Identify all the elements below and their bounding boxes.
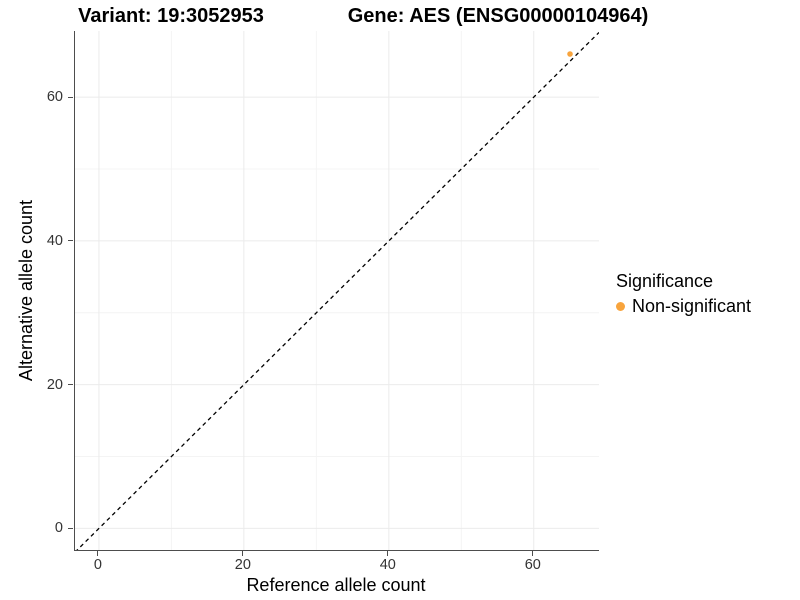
x-axis-tick [97, 551, 99, 556]
y-axis-tick [68, 96, 73, 98]
y-tick-label: 0 [54, 520, 63, 537]
x-axis-tick [387, 551, 389, 556]
data-point [567, 51, 573, 57]
y-axis-tick [68, 384, 73, 386]
x-tick-label: 20 [234, 557, 251, 573]
y-tick-label: 60 [46, 89, 63, 106]
plot-panel [74, 31, 599, 551]
y-axis-title: Alternative allele count [16, 199, 36, 382]
y-tick-label: 20 [46, 376, 63, 393]
x-axis-title: Reference allele count [246, 575, 426, 595]
legend-point-icon [616, 302, 625, 311]
identity-dashed-line [76, 31, 599, 550]
x-tick-label: 40 [379, 557, 396, 573]
gene-title: Gene: AES (ENSG00000104964) [347, 5, 649, 27]
legend: Significance Non-significant [616, 271, 751, 317]
y-tick-label: 40 [46, 232, 63, 249]
x-axis-tick [532, 551, 534, 556]
legend-title: Significance [616, 271, 714, 291]
legend-item-label: Non-significant [632, 296, 752, 316]
variant-title: Variant: 19:3052953 [78, 5, 264, 27]
x-axis-tick [242, 551, 244, 556]
plot-area [75, 31, 599, 550]
x-tick-label: 0 [93, 557, 102, 573]
y-axis-tick [68, 240, 73, 242]
x-tick-label: 60 [524, 557, 541, 573]
legend-item-non-significant: Non-significant [616, 296, 751, 317]
y-axis-tick [68, 527, 73, 529]
